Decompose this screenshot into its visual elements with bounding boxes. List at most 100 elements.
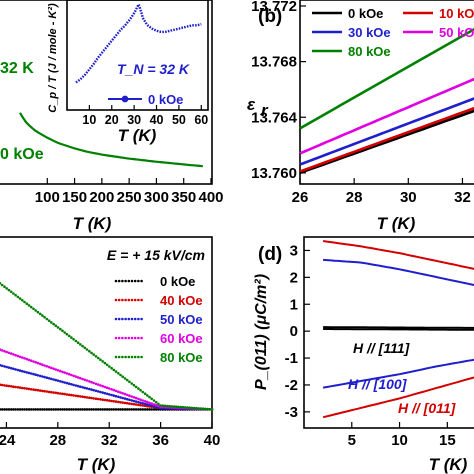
data-point-c-4-42	[92, 353, 95, 356]
data-point-c-2-13	[27, 371, 31, 375]
data-point-c-4-12	[25, 302, 29, 306]
inset-legend-label: 0 kOe	[148, 92, 183, 107]
data-point-c-3-49	[108, 387, 111, 390]
data-point-c-0-12	[25, 408, 29, 411]
data-point-c-1-51	[112, 400, 116, 403]
data-point-c-2-23	[50, 377, 53, 381]
legend-swatch-dot-c-1-5	[130, 298, 134, 302]
data-point-c-1-54	[119, 401, 122, 404]
legend-swatch-dot-c-2-7	[137, 317, 140, 321]
data-point-c-0-68	[150, 408, 153, 411]
data-point-c-4-88	[195, 406, 198, 410]
panel-a: 100 150 200 250 300 350 400 T (K) 32 K 0 kOe 10 20 3…	[0, 1, 224, 233]
data-point-c-1-35	[76, 394, 80, 398]
legend-label-c-0: 0 kOe	[160, 274, 195, 289]
legend-swatch-dot-c-4-3	[124, 355, 127, 359]
data-point-c-0-20	[43, 408, 46, 411]
data-point-c-4-89	[197, 407, 200, 410]
data-point-c-1-40	[88, 396, 91, 400]
data-point-c-4-80	[177, 405, 180, 409]
x-tick-label-a-2: 200	[89, 189, 114, 206]
data-point-c-2-57	[125, 397, 129, 401]
data-point-c-1-52	[114, 400, 118, 403]
data-point-c-2-26	[56, 379, 60, 383]
data-point-c-2-32	[70, 383, 73, 386]
data-point-c-3-56	[123, 392, 127, 396]
legend-label-b-2: 30 kOe	[348, 25, 391, 40]
data-point-c-0-44	[96, 408, 100, 411]
data-point-c-4-93	[206, 407, 209, 411]
inset-y-axis-title: C_p / T (J / mole - K²)	[47, 3, 59, 113]
data-point-c-0-18	[38, 408, 42, 411]
data-point-c-1-61	[134, 403, 138, 406]
data-point-c-1-16	[34, 388, 37, 392]
y-axis-title-b: ε	[247, 95, 256, 114]
legend-swatch-dot-c-1-3	[124, 298, 127, 302]
data-point-c-4-7	[14, 293, 17, 297]
data-point-c-2-55	[121, 396, 124, 400]
data-point-c-2-46	[101, 391, 104, 394]
data-point-c-4-65	[143, 392, 147, 396]
data-point-c-2-5	[9, 366, 13, 370]
legend-swatch-dot-c-2-2	[121, 317, 124, 321]
panel-b: 13.760 13.764 13.768 13.772 26 28 30 32 T (K) ε r 0…	[247, 0, 474, 233]
data-point-c-1-14	[29, 388, 33, 391]
data-point-c-2-31	[67, 382, 71, 386]
inset-x-axis-title: T (K)	[118, 126, 157, 145]
data-point-c-4-16	[34, 309, 37, 312]
data-point-c-1-30	[65, 393, 69, 396]
data-point-c-1-53	[117, 400, 120, 404]
legend-item-c-2	[114, 317, 143, 321]
y-tick-label-b-1: 13.764	[251, 109, 298, 126]
data-point-c-4-22	[47, 319, 51, 323]
data-point-c-4-39	[85, 348, 89, 351]
data-point-c-2-44	[96, 390, 100, 393]
legend-swatch-dot-c-0-1	[117, 279, 121, 283]
data-point-c-4-14	[29, 305, 33, 309]
data-point-c-3-58	[128, 394, 131, 398]
data-point-c-0-61	[134, 408, 138, 411]
y-tick-label-d-5: 2	[290, 269, 298, 286]
data-point-c-0-30	[65, 408, 69, 411]
series-line-d-3	[322, 358, 474, 389]
data-point-c-3-25	[54, 368, 58, 371]
data-point-c-4-73	[161, 404, 165, 408]
data-point-c-0-24	[52, 408, 55, 411]
data-point-c-1-65	[143, 404, 147, 408]
x-tick-label-c-0: 24	[0, 432, 16, 449]
legend-label-b-0: 0 kOe	[348, 6, 383, 21]
data-point-c-0-43	[94, 408, 98, 411]
data-point-c-0-39	[85, 408, 89, 411]
legend-swatch-dot-c-0-3	[124, 279, 127, 283]
data-point-c-4-33	[72, 338, 75, 341]
data-point-c-0-58	[128, 408, 131, 411]
data-point-c-0-53	[117, 408, 120, 411]
data-point-c-3-57	[125, 393, 129, 397]
legend-swatch-dot-c-3-4	[127, 336, 131, 340]
legend-swatch-dot-c-2-5	[130, 317, 134, 321]
data-point-c-3-68	[150, 402, 153, 405]
data-point-c-2-20	[43, 375, 46, 379]
x-tick-label-a-3: 250	[117, 189, 142, 206]
data-point-c-0-7	[14, 408, 17, 411]
legend-swatch-dot-c-0-0	[114, 279, 118, 283]
x-tick-label-d-2: 15	[439, 432, 456, 449]
data-point-c-0-2	[3, 408, 6, 411]
data-point-c-4-68	[150, 397, 153, 401]
panel-d-frame	[303, 236, 474, 429]
data-point-c-4-59	[130, 382, 133, 385]
data-point-c-1-19	[41, 389, 44, 393]
data-point-c-0-65	[143, 408, 147, 411]
data-point-c-2-61	[134, 400, 138, 403]
data-point-c-0-36	[79, 408, 82, 411]
data-point-c-0-54	[119, 408, 122, 411]
legend-label-c-2: 50 kOe	[160, 312, 203, 327]
data-point-c-0-16	[34, 408, 37, 411]
data-point-c-2-39	[85, 387, 89, 390]
data-point-c-4-60	[132, 383, 136, 387]
data-point-c-4-70	[154, 400, 158, 404]
data-point-c-4-85	[188, 406, 191, 410]
x-tick-label-c-2: 32	[101, 432, 118, 449]
data-point-c-3-48	[105, 386, 109, 390]
legend-swatch-dot-c-1-1	[117, 298, 121, 302]
